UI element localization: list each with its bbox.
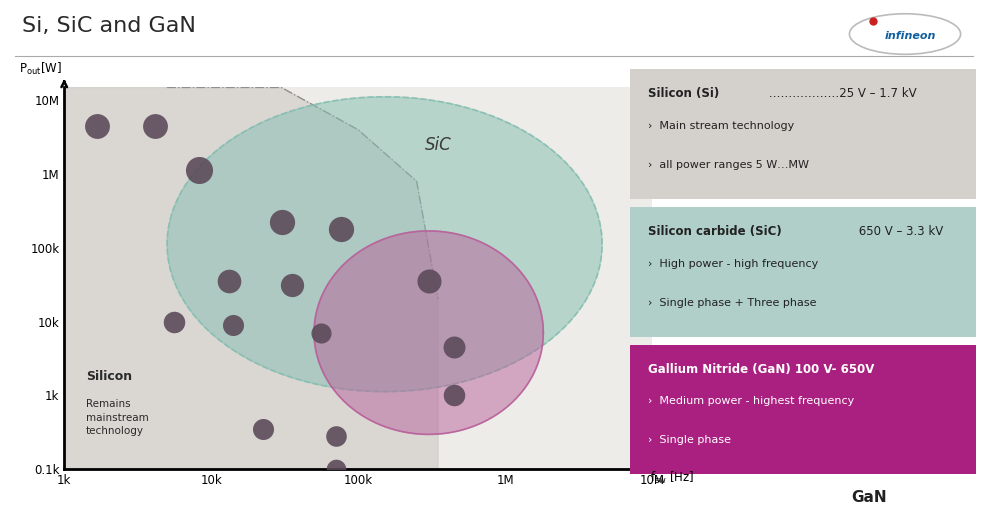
Text: Silicon: Silicon bbox=[86, 370, 131, 383]
Point bbox=[328, 431, 344, 440]
Text: ›  Single phase: › Single phase bbox=[647, 436, 731, 445]
Point bbox=[313, 329, 329, 337]
Text: ›  Main stream technology: › Main stream technology bbox=[647, 121, 794, 131]
Point bbox=[255, 424, 271, 432]
Polygon shape bbox=[167, 97, 602, 392]
Text: ………………25 V – 1.7 kV: ………………25 V – 1.7 kV bbox=[765, 87, 917, 100]
Text: 650 V – 3.3 kV: 650 V – 3.3 kV bbox=[855, 225, 944, 238]
Text: Silicon carbide (SiC): Silicon carbide (SiC) bbox=[647, 225, 782, 238]
Text: GaN: GaN bbox=[852, 490, 887, 505]
Circle shape bbox=[850, 14, 960, 54]
Text: ›  all power ranges 5 W…MW: › all power ranges 5 W…MW bbox=[647, 160, 808, 170]
Text: Remains
mainstream
technology: Remains mainstream technology bbox=[86, 399, 148, 436]
Point bbox=[192, 166, 207, 175]
Text: $\mathregular{f_{sw}}$ [Hz]: $\mathregular{f_{sw}}$ [Hz] bbox=[650, 470, 695, 486]
Text: Gallium Nitride (GaN) 100 V- 650V: Gallium Nitride (GaN) 100 V- 650V bbox=[647, 363, 874, 376]
Text: Si, SiC and GaN: Si, SiC and GaN bbox=[22, 16, 196, 36]
Point bbox=[446, 343, 461, 351]
Point bbox=[446, 391, 461, 400]
Text: ›  High power - high frequency: › High power - high frequency bbox=[647, 259, 818, 269]
Point bbox=[333, 225, 349, 234]
Text: $\mathregular{P_{out}}$[W]: $\mathregular{P_{out}}$[W] bbox=[20, 61, 62, 77]
Polygon shape bbox=[64, 87, 438, 469]
Polygon shape bbox=[314, 231, 543, 435]
Point bbox=[167, 317, 183, 326]
Point bbox=[274, 218, 289, 226]
Text: Silicon (Si): Silicon (Si) bbox=[647, 87, 719, 100]
Point bbox=[328, 465, 344, 473]
Text: SiC: SiC bbox=[425, 136, 452, 154]
Text: infineon: infineon bbox=[884, 31, 936, 41]
Point bbox=[285, 280, 300, 289]
Point bbox=[421, 277, 437, 285]
Point bbox=[225, 321, 241, 330]
Point bbox=[89, 122, 105, 130]
Text: ›  Medium power - highest frequency: › Medium power - highest frequency bbox=[647, 396, 854, 407]
Point bbox=[147, 122, 163, 130]
Point bbox=[221, 277, 237, 285]
Text: ›  Single phase + Three phase: › Single phase + Three phase bbox=[647, 298, 816, 307]
